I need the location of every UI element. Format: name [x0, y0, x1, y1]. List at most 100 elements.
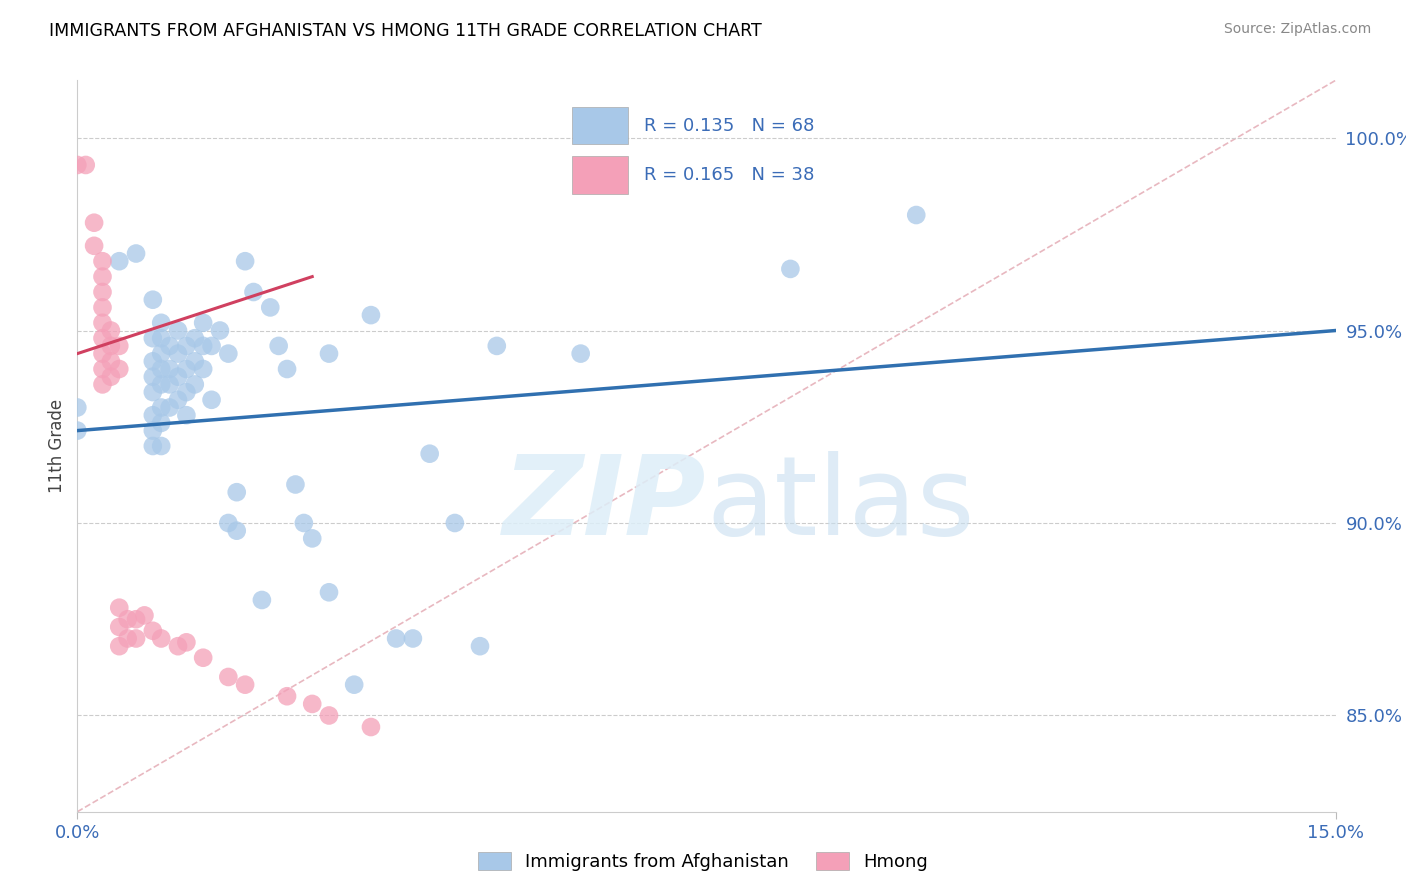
Point: [83, 216, 105, 230]
Point: [360, 308, 382, 322]
Point: [267, 339, 290, 353]
Point: [200, 339, 222, 353]
Point: [159, 401, 181, 415]
Point: [176, 339, 198, 353]
Point: [125, 246, 148, 260]
Point: [150, 377, 173, 392]
Bar: [572, 156, 628, 194]
Point: [150, 346, 173, 360]
Point: [191, 339, 215, 353]
Point: [125, 612, 148, 626]
Point: [66, 401, 89, 415]
Point: [485, 339, 508, 353]
Point: [167, 324, 190, 338]
Point: [100, 369, 122, 384]
Point: [217, 346, 239, 360]
Point: [91, 377, 114, 392]
Point: [91, 269, 114, 284]
Point: [91, 362, 114, 376]
Point: [318, 585, 340, 599]
Point: [176, 408, 198, 422]
Legend: Immigrants from Afghanistan, Hmong: Immigrants from Afghanistan, Hmong: [471, 846, 935, 879]
Text: R = 0.135   N = 68: R = 0.135 N = 68: [644, 117, 814, 135]
Point: [159, 377, 181, 392]
Point: [150, 316, 173, 330]
Point: [75, 158, 97, 172]
Point: [125, 632, 148, 646]
Point: [108, 600, 131, 615]
Point: [108, 639, 131, 653]
Point: [159, 362, 181, 376]
Point: [284, 477, 307, 491]
Point: [217, 516, 239, 530]
Point: [142, 424, 165, 438]
Point: [167, 392, 190, 407]
Point: [91, 331, 114, 345]
Point: [419, 447, 441, 461]
Point: [142, 408, 165, 422]
Point: [108, 620, 131, 634]
Point: [142, 369, 165, 384]
Point: [142, 331, 165, 345]
Text: IMMIGRANTS FROM AFGHANISTAN VS HMONG 11TH GRADE CORRELATION CHART: IMMIGRANTS FROM AFGHANISTAN VS HMONG 11T…: [49, 22, 762, 40]
Point: [444, 516, 467, 530]
Point: [108, 254, 131, 268]
Point: [83, 239, 105, 253]
Point: [117, 612, 139, 626]
Point: [191, 362, 215, 376]
Point: [66, 424, 89, 438]
Point: [150, 632, 173, 646]
Point: [191, 316, 215, 330]
Point: [242, 285, 264, 299]
Point: [150, 331, 173, 345]
Point: [569, 346, 592, 360]
Point: [276, 690, 298, 704]
Point: [91, 346, 114, 360]
Point: [108, 362, 131, 376]
Point: [184, 354, 207, 368]
Point: [176, 635, 198, 649]
Point: [184, 377, 207, 392]
Point: [91, 285, 114, 299]
Point: [385, 632, 408, 646]
Point: [318, 708, 340, 723]
Point: [91, 301, 114, 315]
Point: [184, 331, 207, 345]
Point: [142, 439, 165, 453]
Point: [167, 346, 190, 360]
Point: [225, 524, 247, 538]
Point: [91, 254, 114, 268]
Point: [301, 532, 323, 546]
Point: [142, 624, 165, 638]
Point: [100, 354, 122, 368]
Point: [233, 678, 256, 692]
Point: [301, 697, 323, 711]
Point: [318, 346, 340, 360]
Point: [191, 650, 215, 665]
Point: [100, 339, 122, 353]
Point: [217, 670, 239, 684]
Point: [66, 158, 89, 172]
Point: [250, 593, 273, 607]
Point: [225, 485, 247, 500]
Point: [91, 316, 114, 330]
Point: [233, 254, 256, 268]
Point: [150, 401, 173, 415]
Point: [176, 362, 198, 376]
Text: atlas: atlas: [707, 451, 974, 558]
Point: [402, 632, 425, 646]
Point: [292, 516, 315, 530]
Point: [150, 362, 173, 376]
Point: [100, 324, 122, 338]
Point: [134, 608, 156, 623]
Text: ZIP: ZIP: [503, 451, 707, 558]
Point: [208, 324, 231, 338]
Point: [259, 301, 281, 315]
Point: [142, 293, 165, 307]
Point: [343, 678, 366, 692]
Point: [167, 639, 190, 653]
Point: [117, 632, 139, 646]
Point: [142, 385, 165, 400]
Bar: [572, 107, 628, 145]
Point: [142, 354, 165, 368]
